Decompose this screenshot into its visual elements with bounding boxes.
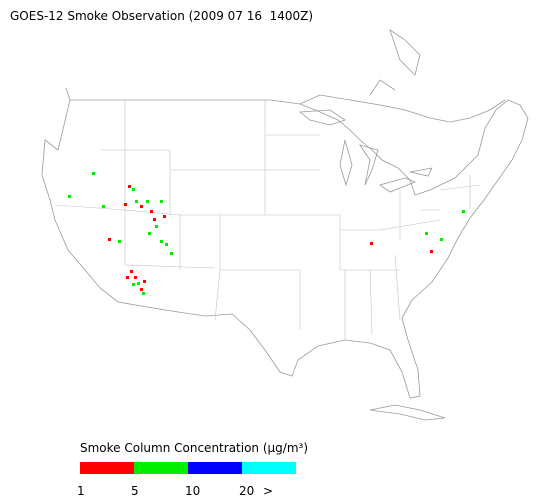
legend-label: > <box>263 484 273 498</box>
smoke-pixel <box>160 240 163 243</box>
smoke-pixel <box>142 292 145 295</box>
smoke-pixel <box>163 215 166 218</box>
canada <box>65 29 506 123</box>
legend-swatch <box>134 462 188 474</box>
smoke-pixel <box>440 238 443 241</box>
smoke-pixel <box>137 282 140 285</box>
great-lakes <box>298 109 433 193</box>
smoke-pixel <box>153 218 156 221</box>
smoke-pixel <box>150 210 153 213</box>
smoke-pixel <box>132 283 135 286</box>
smoke-pixel <box>140 288 143 291</box>
us-outline <box>41 99 529 399</box>
legend-swatch <box>242 462 296 474</box>
smoke-pixel <box>128 185 131 188</box>
smoke-pixel <box>134 276 137 279</box>
smoke-pixel <box>425 232 428 235</box>
smoke-pixel <box>135 200 138 203</box>
smoke-pixel <box>143 280 146 283</box>
legend-label: 20 <box>239 484 254 498</box>
legend-swatch <box>188 462 242 474</box>
legend-label: 5 <box>131 484 139 498</box>
basemap <box>41 29 529 421</box>
smoke-pixel <box>155 225 158 228</box>
state-lines <box>54 100 481 340</box>
smoke-pixel <box>130 270 133 273</box>
title: GOES-12 Smoke Observation (2009 07 16 14… <box>10 9 313 23</box>
cuba <box>369 404 446 421</box>
legend: 1 5 10 20 > <box>77 462 296 498</box>
smoke-pixel <box>148 232 151 235</box>
smoke-pixel <box>124 203 127 206</box>
smoke-pixel <box>140 205 143 208</box>
smoke-pixel <box>118 240 121 243</box>
smoke-pixel <box>170 252 173 255</box>
smoke-pixel <box>92 172 95 175</box>
smoke-pixel <box>165 243 168 246</box>
smoke-pixel <box>462 210 465 213</box>
legend-swatch <box>80 462 134 474</box>
smoke-pixel <box>160 200 163 203</box>
smoke-pixel <box>146 200 149 203</box>
smoke-pixel <box>132 188 135 191</box>
smoke-pixel <box>126 276 129 279</box>
smoke-pixel <box>102 205 105 208</box>
legend-label: 10 <box>185 484 200 498</box>
legend-title: Smoke Column Concentration (μg/m³) <box>80 441 308 455</box>
legend-label: 1 <box>77 484 85 498</box>
smoke-pixel <box>68 195 71 198</box>
smoke-pixel <box>430 250 433 253</box>
smoke-pixel <box>108 238 111 241</box>
smoke-pixels <box>68 172 465 295</box>
smoke-pixel <box>370 242 373 245</box>
